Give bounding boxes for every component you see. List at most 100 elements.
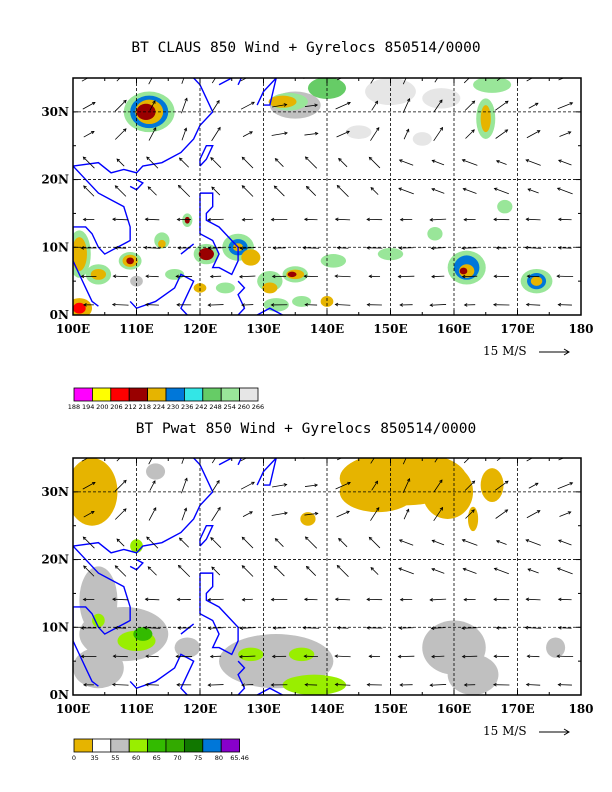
wind-vector [181,507,188,521]
brightness-temperature-contour [198,247,214,261]
wind-vector [146,536,159,549]
colorbar-swatch [239,387,259,402]
wind-vector [304,682,318,687]
wind-vector [143,245,161,250]
longitude-label: 100E [56,322,90,336]
wind-vector [558,539,572,546]
wind-vector [368,536,381,549]
coastline [73,165,131,255]
latitude-label: 20N [41,553,69,567]
wind-vector [431,567,445,574]
wind-vector [370,186,379,195]
wind-vector [528,482,539,489]
precipitable-water-contour [339,471,416,513]
longitude-label: 180 [568,322,593,336]
wind-vector [526,274,540,279]
wind-vector [524,625,542,630]
colorbar-swatch [128,738,148,753]
coastline [199,145,214,167]
wind-vector [304,302,318,307]
brightness-temperature-contour [126,257,134,265]
wind-vector [493,217,510,222]
wind-vector [111,302,129,307]
wind-vector [116,458,121,462]
wind-vector [495,539,507,545]
bottom-map-panel: 100E 110E 120E 130E 140E 150E 160E 170E 180 0N 10N… [41,457,594,738]
colorbar-swatch [202,738,222,753]
precipitable-water-contour [146,463,166,480]
wind-vector [240,78,248,82]
colorbar-label: 242 [195,403,207,411]
colorbar-swatch [202,387,222,402]
wind-vector [114,565,127,577]
wind-vector [463,217,476,222]
brightness-temperature-contour [530,276,543,286]
wind-vector [433,99,443,112]
coastline [180,623,195,635]
coastline [129,558,144,571]
wind-vector [433,506,444,522]
wind-vector [81,458,89,462]
map-content [73,78,581,315]
wind-vector [334,217,351,222]
coastline [237,458,242,466]
wind-vector [429,683,447,687]
wind-vector [495,246,507,250]
wind-vector [114,626,127,630]
wind-vector [82,536,95,549]
longitude-label: 160E [437,702,471,716]
wind-vector [397,274,415,279]
wind-vector [112,274,128,278]
wind-vector [148,78,153,85]
wind-vector [336,626,349,630]
longitude-label: 110E [119,322,153,336]
wind-vector [112,217,129,222]
wind-vector [397,654,415,659]
wind-vector [148,127,157,141]
wind-vector [304,156,318,169]
wind-vector [207,683,224,687]
wind-vector [242,131,253,137]
wind-vector [116,538,125,547]
precipitable-water-contour [174,637,200,658]
wind-vector [558,78,565,81]
wind-vector [495,159,507,165]
wind-vector [209,274,222,279]
wind-vector [366,626,383,630]
colorbar-swatch [110,738,130,753]
wind-vector [334,654,351,658]
wind-vector [271,511,288,516]
wind-vector [270,217,288,222]
wind-scale-arrowhead [563,728,570,736]
wind-vector [399,217,413,222]
brightness-temperature-contour [427,226,443,241]
colorbar-label: 254 [223,403,235,411]
wind-vector [144,217,160,222]
wind-vector [429,303,447,307]
coastline [218,458,233,466]
precipitable-water-contour [133,627,153,641]
wind-vector [148,507,157,521]
colorbar-label: 260 [238,403,250,411]
colorbar-swatch [183,387,204,402]
wind-vector [334,682,351,687]
wind-vector [336,130,350,138]
wind-vector [336,458,343,461]
wind-vector [430,626,445,630]
wind-vector [495,129,509,139]
wind-vector [143,625,161,630]
coastline [73,458,214,554]
wind-vector [557,626,572,630]
wind-vector [527,188,539,194]
wind-vector [181,78,185,84]
brightness-temperature-contour [287,271,297,278]
top-map-panel: 100E 110E 120E 130E 140E 150E 160E 170E 180 0N 10N… [41,77,594,358]
wind-vector [239,626,256,630]
wind-vector [558,458,565,461]
coastline [237,660,246,695]
wind-vector [335,481,351,490]
wind-vector [211,458,216,464]
wind-vector [495,626,507,630]
wind-scale-label: 15 M/S [483,724,527,738]
wind-vector [211,126,221,142]
